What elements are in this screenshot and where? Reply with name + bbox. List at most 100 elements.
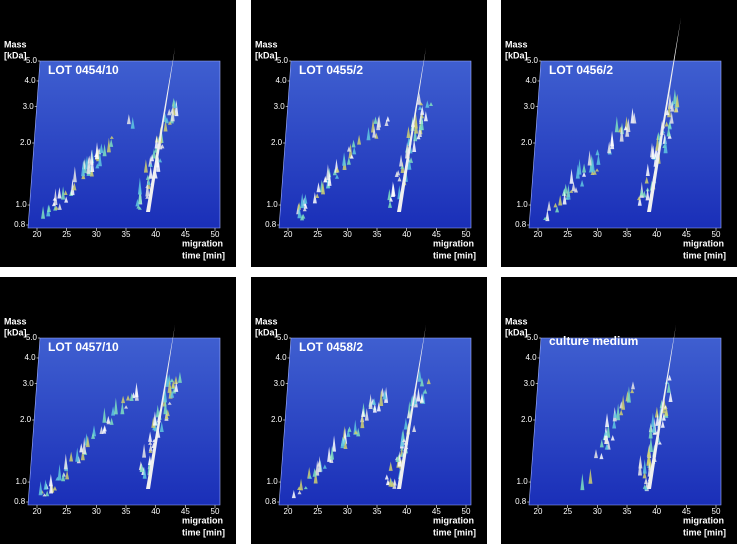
peak <box>426 378 431 385</box>
peak <box>417 123 422 138</box>
peak <box>172 100 177 109</box>
peak <box>97 151 102 167</box>
panel-label: LOT 0456/2 <box>549 63 613 77</box>
peak <box>146 178 151 185</box>
peak <box>57 464 62 481</box>
peak <box>160 144 165 149</box>
peak <box>79 443 84 453</box>
peak <box>134 382 139 398</box>
peak <box>340 436 345 449</box>
peak <box>400 447 405 451</box>
x-tick-label: 35 <box>373 230 382 239</box>
peak <box>646 452 651 464</box>
panel-label: LOT 0455/2 <box>299 63 363 77</box>
x-tick-label: 20 <box>534 507 543 516</box>
x-axis-title: time [min] <box>182 250 225 260</box>
peak <box>566 183 571 200</box>
peak <box>593 449 598 459</box>
y-axis-title: Mass <box>255 316 278 326</box>
peak <box>394 171 399 177</box>
y-tick-label: 0.8 <box>14 497 26 506</box>
y-tick-label: 4.0 <box>525 76 537 85</box>
x-axis-title: time [min] <box>433 250 476 260</box>
peak <box>610 133 615 150</box>
x-tick-label: 40 <box>652 507 661 516</box>
x-axis-title: migration <box>433 238 474 248</box>
peak <box>317 460 322 467</box>
peak <box>139 463 144 473</box>
peak <box>172 387 177 394</box>
x-tick-label: 50 <box>462 507 471 516</box>
peak <box>406 126 411 138</box>
y-tick-label: 0.8 <box>265 497 277 506</box>
peak <box>126 394 131 401</box>
y-axis-title: Mass <box>505 316 528 326</box>
peak <box>173 375 178 385</box>
peak <box>416 387 421 402</box>
peak <box>95 163 100 169</box>
peak <box>165 373 170 387</box>
peak <box>291 489 296 499</box>
x-tick-label: 35 <box>122 230 131 239</box>
peak <box>335 167 340 173</box>
peak <box>391 183 396 197</box>
y-tick-label: 5.0 <box>277 333 289 342</box>
peak <box>52 486 57 491</box>
y-tick-label: 0.8 <box>515 497 527 506</box>
peak <box>673 105 678 113</box>
peak <box>368 393 373 409</box>
peak <box>102 407 107 423</box>
spike <box>647 18 681 212</box>
peak <box>48 473 53 487</box>
peak <box>121 395 126 404</box>
peak <box>312 467 317 477</box>
peak <box>657 440 662 445</box>
peak <box>417 368 422 382</box>
peak <box>590 170 595 175</box>
peak <box>616 403 621 421</box>
y-tick-label: 5.0 <box>26 333 38 342</box>
y-axis-title: Mass <box>4 39 27 49</box>
peak <box>654 406 659 418</box>
peak <box>145 179 150 197</box>
peak <box>356 427 361 437</box>
y-tick-label: 5.0 <box>277 56 289 65</box>
peak <box>342 152 347 166</box>
peak <box>384 119 389 126</box>
peak <box>152 411 157 426</box>
peak <box>164 413 169 420</box>
peak <box>403 417 408 430</box>
plane <box>278 337 472 506</box>
x-axis-title: migration <box>683 515 724 525</box>
peak <box>419 115 424 131</box>
peak <box>165 117 170 124</box>
peak <box>109 417 114 425</box>
peak <box>382 389 387 400</box>
x-tick-label: 20 <box>33 230 42 239</box>
peak <box>148 449 153 453</box>
peak <box>545 209 550 222</box>
peak <box>377 115 382 128</box>
peak <box>130 116 135 129</box>
plane <box>528 337 722 506</box>
peak <box>148 163 153 167</box>
x-axis-title: time [min] <box>433 527 476 537</box>
peak <box>49 479 54 494</box>
x-tick-label: 35 <box>373 507 382 516</box>
plane <box>27 60 221 229</box>
peak <box>150 153 155 162</box>
peak <box>106 415 111 424</box>
peak <box>418 105 423 110</box>
x-tick-label: 45 <box>181 507 190 516</box>
peak <box>645 163 650 177</box>
peak <box>326 184 331 188</box>
peak <box>372 398 377 406</box>
peak <box>102 424 107 432</box>
y-tick-label: 0.8 <box>14 220 26 229</box>
x-axis-title: migration <box>182 515 223 525</box>
y-tick-label: 5.0 <box>527 333 539 342</box>
y-tick-label: 0.8 <box>515 220 527 229</box>
x-tick-label: 50 <box>462 230 471 239</box>
x-tick-label: 50 <box>211 230 220 239</box>
x-tick-label: 20 <box>284 507 293 516</box>
